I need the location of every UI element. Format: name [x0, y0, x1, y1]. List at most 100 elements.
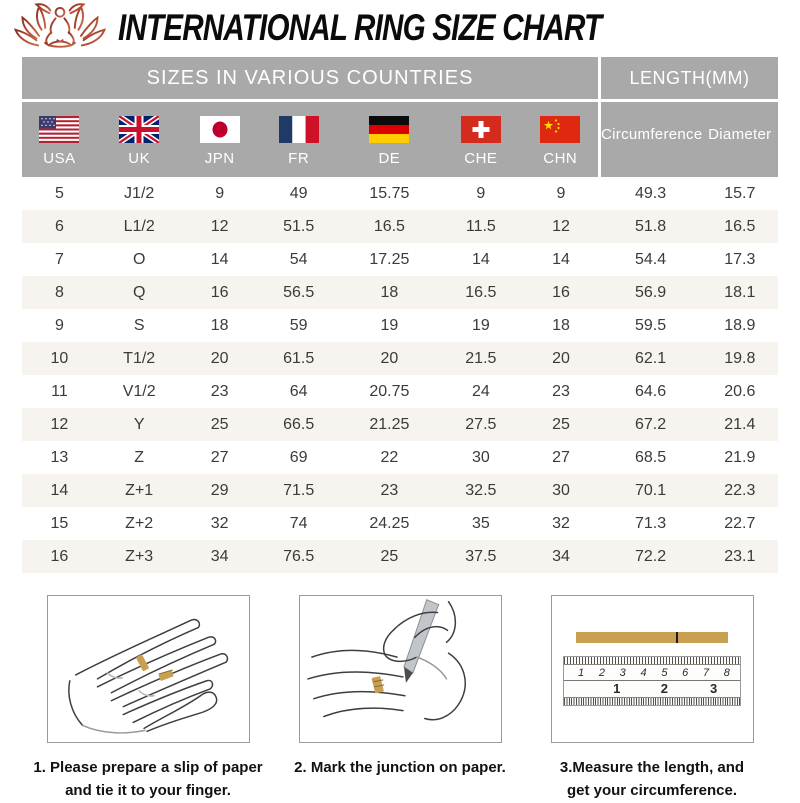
size-cell: 32	[210, 514, 229, 532]
size-cell: 64	[289, 382, 308, 400]
column-label: JPN	[204, 150, 235, 167]
size-cell: 19	[471, 316, 490, 334]
instruction-step-1: 1. Please prepare a slip of paper and ti…	[22, 595, 274, 803]
size-cell: 16.5	[724, 217, 756, 235]
size-cell: Z	[134, 448, 145, 466]
instructions-section: 1. Please prepare a slip of paper and ti…	[22, 595, 778, 803]
page-title: INTERNATIONAL RING SIZE CHART	[118, 7, 602, 48]
size-cell: Z+2	[125, 514, 154, 532]
ring-size-table: SIZES IN VARIOUS COUNTRIES LENGTH(MM)	[22, 57, 778, 573]
column-header-diameter: Diameter	[701, 100, 778, 177]
size-cell: 16	[552, 283, 570, 301]
inch-label: 3	[709, 681, 718, 696]
size-cell: 18.9	[724, 316, 756, 334]
size-cell: 69	[289, 448, 308, 466]
size-cell: 14	[50, 481, 69, 499]
size-cell: V1/2	[122, 382, 156, 400]
illustration-box-1	[46, 595, 250, 743]
ruler: 1 2 3 4 5 6 7 8 1 2 3	[563, 656, 741, 706]
size-cell: 14	[471, 250, 490, 268]
size-cell: Y	[133, 415, 145, 433]
switzerland-flag-icon	[460, 116, 501, 143]
size-cell: 22.7	[724, 514, 756, 532]
size-cell: 12	[210, 217, 229, 235]
size-row: 6 L1/2 12 51.5 16.5 11.5 12 51.8 16.5	[22, 210, 778, 243]
size-cell: 17.3	[724, 250, 756, 268]
size-cell: 19.8	[724, 349, 756, 367]
cm-label: 4	[640, 666, 647, 679]
size-cell: 13	[50, 448, 69, 466]
size-cell: 9	[556, 184, 566, 202]
ruler-cm-ticks	[564, 657, 740, 665]
size-cell: L1/2	[123, 217, 155, 235]
size-cell: T1/2	[123, 349, 156, 367]
size-cell: 9	[215, 184, 225, 202]
column-header-jpn: JPN	[181, 100, 258, 177]
size-cell: 14	[210, 250, 229, 268]
size-cell: 62.1	[635, 349, 667, 367]
column-header-fr: FR	[257, 100, 340, 177]
size-cell: 49	[289, 184, 308, 202]
ruler-cm-numbers: 1 2 3 4 5 6 7 8	[564, 665, 740, 681]
size-cell: 66.5	[283, 415, 315, 433]
size-cell: 16.5	[465, 283, 497, 301]
size-cell: 21.9	[724, 448, 756, 466]
size-cell: 49.3	[635, 184, 667, 202]
uk-flag-icon	[119, 116, 160, 143]
column-label: CHE	[464, 150, 498, 167]
size-cell: 67.2	[635, 415, 667, 433]
size-cell: 25	[552, 415, 570, 433]
cm-label: 3	[619, 666, 626, 679]
size-table-body: 5 J1/2 9 49 15.75 9 9 49.3 15.7 6 L1/2 12 51.5 16.5 11…	[22, 177, 778, 573]
size-cell: 32	[552, 514, 570, 532]
size-row: 5 J1/2 9 49 15.75 9 9 49.3 15.7	[22, 177, 778, 210]
size-cell: 37.5	[465, 547, 497, 565]
size-cell: 15.7	[724, 184, 756, 202]
size-cell: 30	[471, 448, 490, 466]
size-cell: 76.5	[283, 547, 315, 565]
column-label: FR	[288, 150, 310, 167]
strip-mark	[676, 632, 679, 643]
size-cell: 10	[50, 349, 69, 367]
size-row: 8 Q 16 56.5 18 16.5 16 56.9 18.1	[22, 276, 778, 309]
usa-flag-icon	[39, 116, 80, 143]
size-cell: 5	[54, 184, 64, 202]
size-cell: 71.3	[635, 514, 667, 532]
size-cell: 11	[51, 382, 68, 400]
group-header-countries: SIZES IN VARIOUS COUNTRIES	[22, 57, 600, 102]
size-cell: 23	[552, 382, 570, 400]
japan-flag-icon	[199, 116, 240, 143]
size-cell: 70.1	[635, 481, 667, 499]
group-header-length: LENGTH(MM)	[598, 57, 778, 102]
instruction-caption-3: 3.Measure the length, and get your circu…	[559, 759, 745, 800]
illustration-box-2	[298, 595, 502, 743]
size-cell: 19	[380, 316, 399, 334]
instruction-caption-2: 2. Mark the junction on paper.	[294, 759, 506, 776]
size-cell: 21.5	[465, 349, 497, 367]
size-cell: 11.5	[465, 217, 496, 235]
germany-flag-icon	[369, 116, 410, 143]
size-cell: S	[133, 316, 145, 334]
cm-label: 6	[682, 666, 689, 679]
size-cell: 32.5	[465, 481, 497, 499]
size-row: 10 T1/2 20 61.5 20 21.5 20 62.1 19.8	[22, 342, 778, 375]
size-cell: 54	[289, 250, 308, 268]
size-cell: Z+3	[125, 547, 154, 565]
column-header-usa: USA	[22, 100, 97, 177]
brand-header: INTERNATIONAL RING SIZE CHART	[0, 0, 800, 56]
size-cell: 23	[380, 481, 399, 499]
size-cell: 21.4	[724, 415, 756, 433]
size-cell: 72.2	[635, 547, 667, 565]
ruler-inch-ticks	[564, 697, 740, 705]
size-cell: 27	[552, 448, 570, 466]
cm-label: 2	[598, 666, 605, 679]
size-cell: 18	[380, 283, 399, 301]
size-row: 15 Z+2 32 74 24.25 35 32 71.3 22.7	[22, 507, 778, 540]
size-cell: 21.25	[369, 415, 410, 433]
size-cell: 68.5	[635, 448, 667, 466]
cm-label: 8	[723, 666, 730, 679]
size-cell: 16	[210, 283, 229, 301]
size-cell: 51.5	[283, 217, 315, 235]
size-cell: J1/2	[124, 184, 155, 202]
illustration-box-3: 1 2 3 4 5 6 7 8 1 2 3	[550, 595, 754, 743]
